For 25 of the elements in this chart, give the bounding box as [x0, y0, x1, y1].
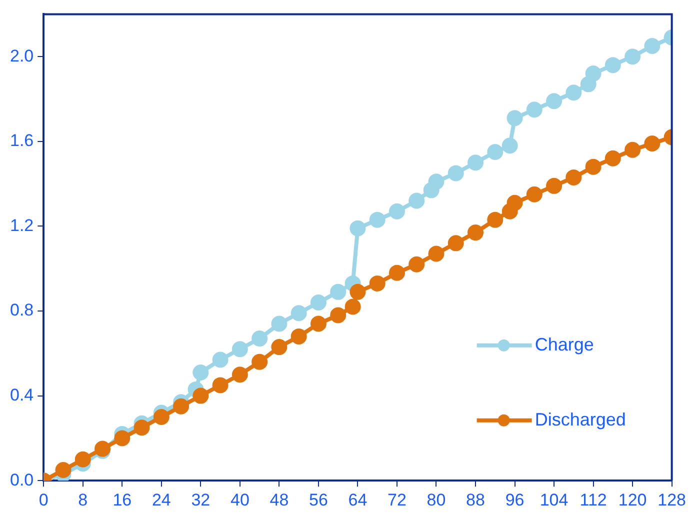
y-tick-label: 1.6 [10, 131, 34, 150]
x-tick-label: 24 [152, 490, 171, 510]
y-tick-label: 2.0 [10, 46, 34, 66]
x-tick-label: 120 [618, 490, 647, 510]
x-tick-label: 64 [348, 490, 368, 510]
x-tick-label: 32 [191, 490, 210, 510]
x-tick-label: 104 [540, 490, 568, 510]
x-tick-label: 0 [38, 490, 48, 510]
legend-label: Discharged [534, 409, 626, 430]
x-tick-label: 112 [580, 490, 607, 510]
x-tick-label: 96 [505, 490, 524, 510]
y-tick-label: 0.8 [10, 300, 34, 320]
x-tick-label: 128 [658, 490, 686, 510]
y-tick-label: 1.2 [10, 216, 34, 235]
x-tick-label: 8 [78, 490, 88, 510]
y-tick-label: 0.0 [10, 470, 34, 490]
legend-label: Charge [534, 334, 594, 354]
x-tick-label: 48 [270, 490, 289, 510]
x-tick-label: 56 [309, 490, 328, 510]
y-tick-label: 0.4 [10, 385, 34, 404]
x-tick-label: 72 [388, 490, 406, 510]
x-tick-label: 16 [112, 490, 132, 510]
x-tick-label: 80 [426, 490, 446, 510]
x-tick-label: 40 [230, 490, 250, 510]
x-tick-label: 88 [466, 490, 485, 510]
